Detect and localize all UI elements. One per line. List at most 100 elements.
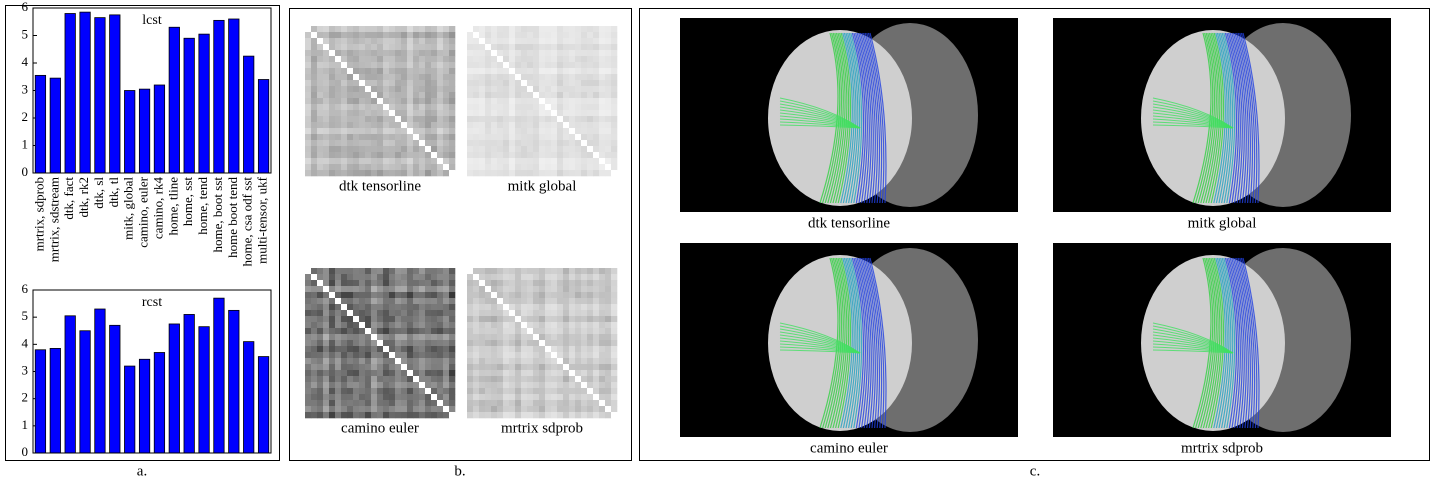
matrix-cell — [527, 128, 534, 135]
matrix-cell — [467, 92, 474, 99]
matrix-cell — [311, 376, 318, 383]
matrix-cell — [473, 134, 480, 141]
matrix-cell — [371, 38, 378, 45]
matrix-cell — [545, 98, 552, 105]
matrix-cell — [605, 388, 612, 395]
matrix-cell — [401, 268, 408, 275]
matrix-cell — [365, 286, 372, 293]
matrix-cell — [521, 304, 528, 311]
matrix-cell — [521, 26, 528, 33]
matrix-cell — [485, 298, 492, 305]
matrix-cell — [509, 86, 516, 93]
fiber — [1231, 32, 1245, 204]
matrix-cell — [353, 116, 360, 123]
matrix-cell — [437, 80, 444, 87]
matrix-cell — [611, 146, 618, 153]
matrix-cell — [359, 38, 366, 45]
matrix-cell — [527, 98, 534, 105]
fiber — [1213, 32, 1226, 204]
chart-title: rcst — [142, 295, 162, 310]
bar — [34, 74, 47, 174]
matrix-cell — [557, 352, 564, 359]
matrix-cell — [383, 268, 390, 275]
matrix-cell — [551, 86, 558, 93]
matrix-cell — [329, 44, 336, 51]
matrix-cell — [449, 310, 456, 317]
matrix-cell — [341, 400, 348, 407]
matrix-cell — [305, 394, 312, 401]
matrix-cell — [521, 38, 528, 45]
bar — [228, 18, 240, 174]
matrix-cell — [347, 98, 354, 105]
matrix-cell — [605, 358, 612, 365]
matrix-cell — [383, 388, 390, 395]
matrix-cell — [383, 322, 390, 329]
matrix-cell — [365, 44, 372, 51]
matrix-cell — [551, 304, 558, 311]
matrix-cell — [599, 86, 606, 93]
matrix-cell — [545, 110, 552, 117]
matrix-cell — [323, 62, 330, 69]
matrix-cell — [497, 98, 504, 105]
matrix-cell — [371, 364, 378, 371]
matrix-cell — [359, 56, 366, 63]
matrix-cell — [509, 128, 516, 135]
matrix-cell — [485, 268, 492, 275]
matrix-cell — [479, 382, 486, 389]
matrix-cell — [599, 26, 606, 33]
matrix-cell — [323, 406, 330, 413]
matrix-cell — [509, 56, 516, 63]
matrix-cell — [353, 334, 360, 341]
matrix-cell — [383, 280, 390, 287]
matrix-cell — [515, 80, 522, 87]
matrix-cell — [611, 400, 618, 407]
matrix-cell — [605, 322, 612, 329]
matrix-cell — [503, 26, 510, 33]
matrix-cell — [413, 122, 420, 129]
matrix-cell — [419, 340, 426, 347]
matrix-cell — [347, 158, 354, 165]
matrix-cell — [353, 92, 360, 99]
matrix-cell — [539, 364, 546, 371]
matrix-cell — [365, 56, 372, 63]
matrix-cell — [575, 62, 582, 69]
matrix-cell — [305, 286, 312, 293]
matrix-cell — [497, 298, 504, 305]
matrix-cell — [365, 128, 372, 135]
matrix-cell — [377, 382, 384, 389]
matrix-cell — [533, 104, 540, 111]
matrix-cell — [443, 388, 450, 395]
matrix-cell — [533, 304, 540, 311]
matrix-cell — [401, 376, 408, 383]
matrix-cell — [347, 400, 354, 407]
matrix-cell — [377, 44, 384, 51]
matrix-cell — [359, 44, 366, 51]
matrix-cell — [359, 32, 366, 39]
matrix-cell — [371, 310, 378, 317]
matrix-cell — [305, 346, 312, 353]
matrix-cell — [503, 352, 510, 359]
matrix-cell — [353, 412, 360, 419]
matrix-cell — [335, 382, 342, 389]
matrix-cell — [395, 334, 402, 341]
matrix-cell — [521, 140, 528, 147]
matrix-cell — [323, 328, 330, 335]
matrix-cell — [557, 50, 564, 57]
matrix-cell — [347, 104, 354, 111]
matrix-cell — [389, 128, 396, 135]
matrix-cell — [467, 328, 474, 335]
matrix-cell — [413, 280, 420, 287]
matrix-cell — [479, 310, 486, 317]
matrix-cell — [521, 412, 528, 419]
matrix-cell — [515, 364, 522, 371]
matrix-cell — [581, 140, 588, 147]
matrix-cell — [437, 304, 444, 311]
matrix-cell — [317, 316, 324, 323]
matrix-cell — [323, 370, 330, 377]
matrix-cell — [563, 304, 570, 311]
matrix-cell — [575, 98, 582, 105]
matrix-cell — [443, 116, 450, 123]
matrix-cell — [395, 328, 402, 335]
matrix-cell — [389, 280, 396, 287]
matrix-cell — [401, 26, 408, 33]
